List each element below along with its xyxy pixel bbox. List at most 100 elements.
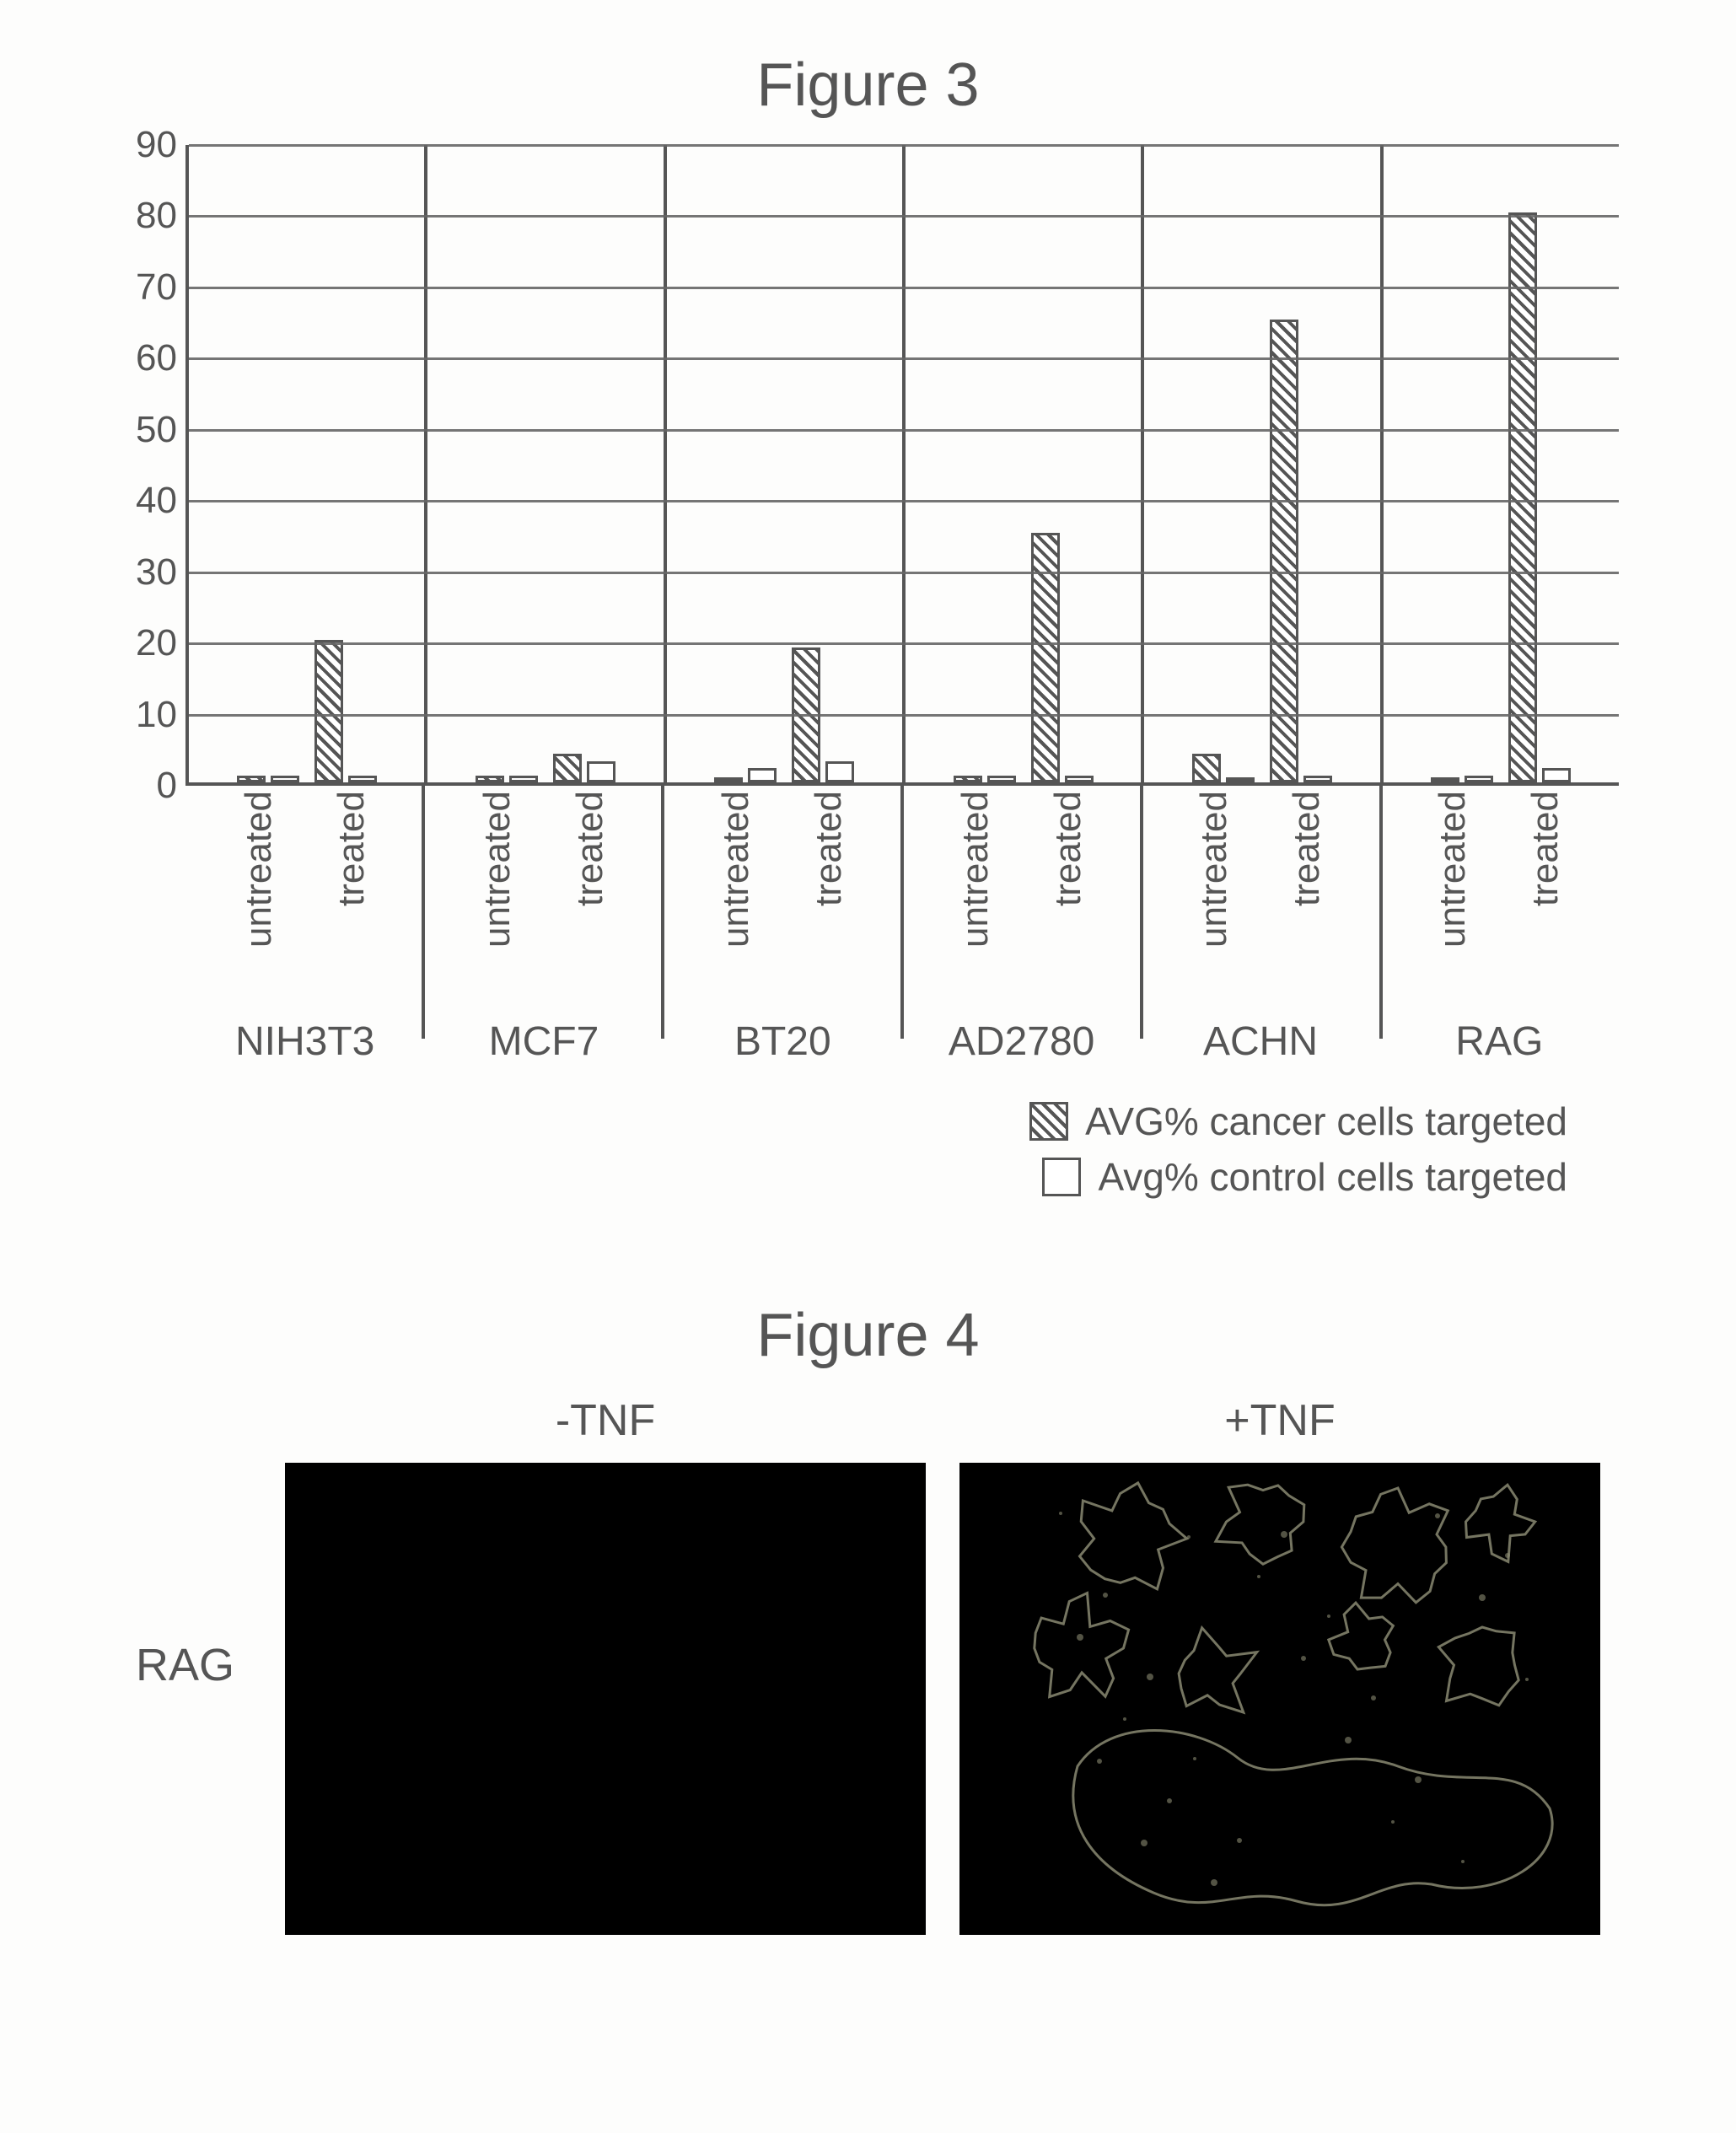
y-tick: 40 <box>136 480 177 522</box>
y-tick: 90 <box>136 124 177 166</box>
signal-speckle <box>1059 1512 1062 1515</box>
bar-cancer <box>1431 777 1459 782</box>
group-name: MCF7 <box>489 1018 599 1065</box>
gridline <box>189 714 1619 717</box>
x-group: untreatedtreated BT20 <box>664 786 902 1065</box>
bar-control <box>1226 777 1255 782</box>
gridline <box>189 144 1619 147</box>
sub-labels: untreatedtreated <box>715 791 850 1010</box>
signal-speckle <box>1281 1531 1287 1538</box>
sub-label: untreated <box>1432 791 1474 948</box>
bar-cancer <box>1508 212 1537 782</box>
bar-group <box>189 145 427 782</box>
y-tick: 80 <box>136 195 177 237</box>
figure-4-panels: RAG -TNF +TNF <box>101 1395 1635 1935</box>
signal-speckle <box>1141 1840 1147 1846</box>
figure-4-row-label: RAG <box>136 1639 234 1691</box>
panel-col-plus-tnf: +TNF <box>959 1395 1600 1935</box>
legend-swatch-plain <box>1042 1158 1081 1196</box>
bar-control <box>1542 768 1571 782</box>
legend-item-cancer: AVG% cancer cells targeted <box>1029 1099 1567 1144</box>
gridline <box>189 215 1619 218</box>
bar-control <box>1065 776 1094 782</box>
figure-3: Figure 3 0102030405060708090 untreatedtr… <box>101 51 1635 1200</box>
gridline <box>189 500 1619 502</box>
bar-cancer <box>714 777 743 782</box>
sub-label: treated <box>1286 791 1328 906</box>
figure-3-chart: 0102030405060708090 untreatedtreatedNIH3… <box>185 145 1619 1065</box>
y-tick: 20 <box>136 622 177 664</box>
sub-label: untreated <box>954 791 997 948</box>
signal-speckle <box>1097 1759 1102 1764</box>
sub-label: untreated <box>238 791 280 948</box>
signal-speckle <box>1461 1860 1465 1863</box>
bar-cancer <box>954 776 982 782</box>
y-tick: 60 <box>136 337 177 379</box>
signal-speckle <box>1345 1737 1352 1743</box>
sub-label: treated <box>569 791 611 906</box>
bar-group <box>906 145 1144 782</box>
signal-speckle <box>1327 1615 1330 1618</box>
sub-labels: untreatedtreated <box>1432 791 1567 1010</box>
x-group: untreatedtreated RAG <box>1380 786 1619 1065</box>
signal-speckle <box>1415 1776 1422 1783</box>
panel-plus-tnf <box>959 1463 1600 1935</box>
figure-4-title: Figure 4 <box>101 1301 1635 1370</box>
y-axis: 0102030405060708090 <box>110 145 185 786</box>
gridline <box>189 357 1619 360</box>
bar-control <box>825 761 854 782</box>
sub-label: untreated <box>476 791 519 948</box>
signal-speckle <box>1103 1593 1108 1598</box>
legend-label-control: Avg% control cells targeted <box>1098 1154 1567 1200</box>
signal-speckle <box>1505 1553 1510 1558</box>
legend-swatch-hatched <box>1029 1102 1068 1141</box>
group-name: BT20 <box>734 1018 831 1065</box>
bar-pair <box>1192 754 1255 782</box>
signal-speckle <box>1525 1678 1529 1681</box>
panel-minus-tnf <box>285 1463 926 1935</box>
x-axis: untreatedtreatedNIH3T3untreatedtreatedMC… <box>185 786 1619 1065</box>
signal-speckle <box>1371 1695 1376 1700</box>
bar-control <box>987 776 1016 782</box>
legend-label-cancer: AVG% cancer cells targeted <box>1085 1099 1567 1144</box>
plot-area <box>185 145 1619 786</box>
signal-speckle <box>1077 1634 1083 1641</box>
bar-control <box>348 776 377 782</box>
signal-speckle <box>1479 1594 1486 1601</box>
bar-pair <box>954 776 1016 782</box>
x-group: untreatedtreated AD2780 <box>902 786 1141 1065</box>
signal-speckle <box>1435 1513 1440 1518</box>
figure-4: Figure 4 RAG -TNF +TNF <box>101 1301 1635 1935</box>
bar-pair <box>476 776 538 782</box>
x-group: untreatedtreatedACHN <box>1141 786 1379 1065</box>
sub-label: treated <box>331 791 373 906</box>
y-tick: 50 <box>136 409 177 451</box>
signal-speckle <box>1123 1717 1126 1721</box>
group-name: AD2780 <box>949 1018 1094 1065</box>
signal-speckle <box>1257 1575 1260 1578</box>
bar-control <box>271 776 299 782</box>
bar-control <box>1465 776 1493 782</box>
bar-cancer <box>314 640 343 782</box>
group-name: RAG <box>1455 1018 1543 1065</box>
panel-header-plus-tnf: +TNF <box>1224 1395 1335 1446</box>
bar-pair <box>553 754 615 782</box>
gridline <box>189 572 1619 574</box>
x-group: untreated treated NIH3T3 <box>185 786 424 1065</box>
signal-speckle <box>1211 1879 1217 1886</box>
signal-speckle <box>1187 1535 1190 1539</box>
sub-labels: untreated treated <box>476 791 611 1010</box>
signal-speckle <box>1193 1757 1196 1760</box>
bar-control <box>748 768 777 782</box>
bar-control <box>509 776 538 782</box>
group-name: NIH3T3 <box>235 1018 374 1065</box>
bar-pair <box>237 776 299 782</box>
sub-labels: untreatedtreated <box>1193 791 1328 1010</box>
bar-group <box>667 145 906 782</box>
bar-control <box>587 761 615 782</box>
bar-group <box>1144 145 1383 782</box>
figure-3-title: Figure 3 <box>101 51 1635 120</box>
bar-pair <box>1508 212 1571 782</box>
sub-labels: untreatedtreated <box>954 791 1089 1010</box>
legend-item-control: Avg% control cells targeted <box>1042 1154 1567 1200</box>
